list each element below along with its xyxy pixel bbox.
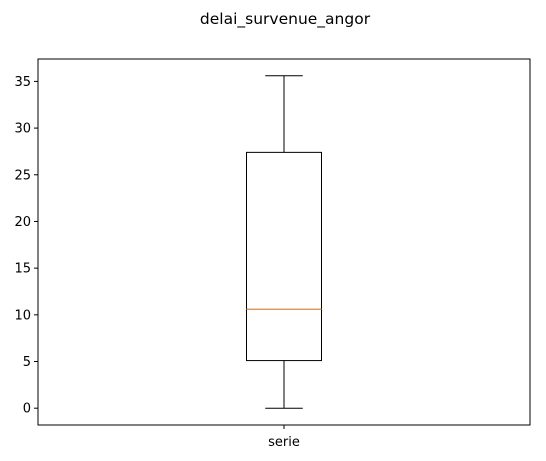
x-axis: serie: [268, 425, 300, 450]
y-tick-label: 20: [14, 215, 31, 230]
y-tick-label: 0: [23, 402, 31, 417]
y-tick-label: 5: [23, 355, 31, 370]
x-tick-label: serie: [268, 435, 300, 450]
boxes-layer: [246, 75, 322, 409]
y-tick-label: 35: [14, 75, 31, 90]
y-axis: 0 5 10 15 20 25 30 35: [14, 75, 38, 417]
y-tick-label: 15: [14, 262, 31, 277]
y-tick-label: 10: [14, 308, 31, 323]
plot-frame: [37, 58, 531, 426]
y-tick-label: 30: [14, 122, 31, 137]
interquartile-box: [246, 151, 322, 362]
chart-title: delai_survenue_angor: [200, 10, 371, 29]
y-tick-label: 25: [14, 168, 31, 183]
